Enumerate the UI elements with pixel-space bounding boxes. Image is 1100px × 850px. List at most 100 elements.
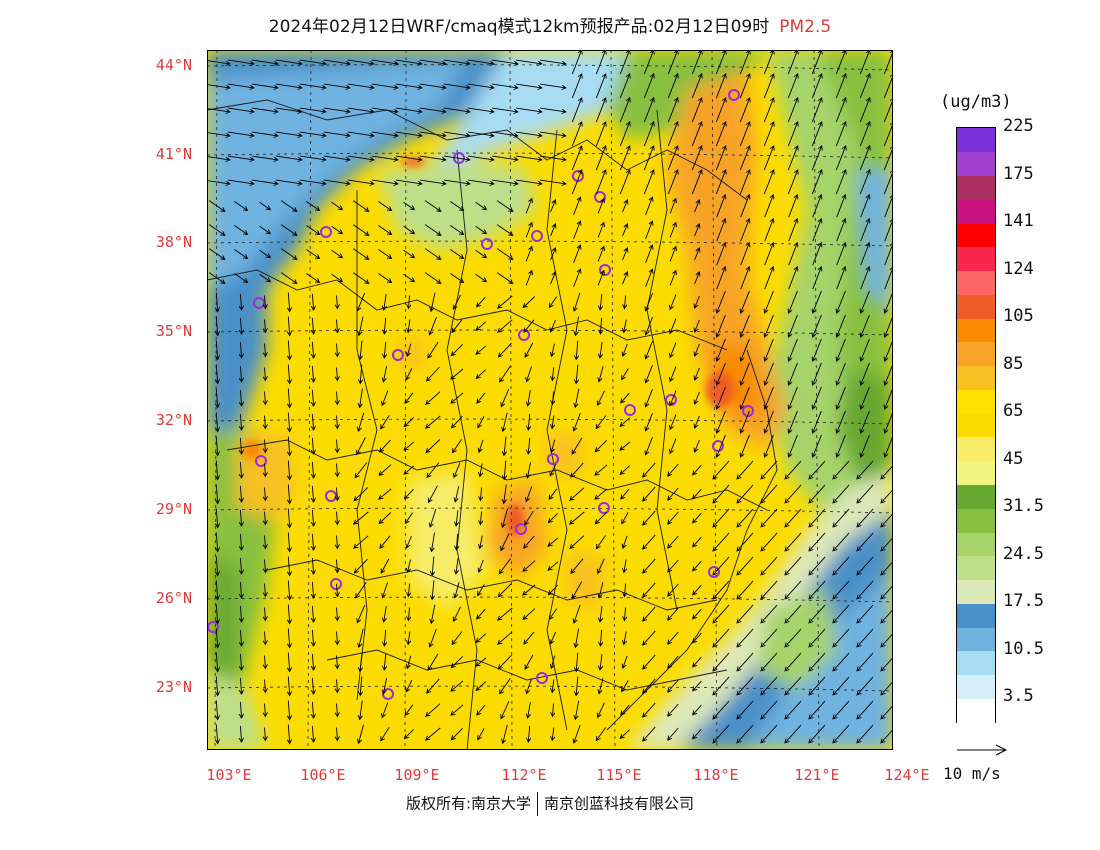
wind-arrow [693,319,700,333]
wind-arrow [620,488,630,500]
colorbar-cell [957,650,995,676]
wind-arrow [353,535,369,549]
lat-label-35: 35°N [155,322,192,340]
wind-arrow [381,341,388,359]
wind-arrow [497,342,512,358]
wind-arrow [835,386,846,410]
wind-arrow [475,296,486,308]
wind-arrow [276,83,303,90]
wind-arrow [619,50,631,75]
wind-arrow [428,628,437,648]
wind-arrow [621,368,629,381]
wind-arrow [496,224,514,236]
wind-arrow [214,436,221,457]
wind-arrow [812,217,823,242]
wind-arrow [859,386,870,410]
wind-arrow [524,510,534,526]
wind-arrow [357,652,363,673]
wind-arrow [420,83,447,90]
wind-arrow [571,145,583,171]
wind-arrow [787,73,799,99]
lon-label-121: 121°E [794,766,840,784]
wind-arrow [740,193,751,218]
colorbar-label: 225 [1003,116,1034,136]
wind-arrow [620,392,630,404]
wind-arrow [715,290,726,314]
wind-arrow [444,155,471,162]
wind-arrow [310,437,316,455]
wind-arrow [832,580,850,600]
wind-arrow [764,217,775,242]
wind-arrow [808,652,826,672]
wind-arrow [524,342,534,358]
wind-arrow [715,169,727,195]
wind-arrow [300,107,327,114]
wind-arrow [784,508,802,528]
wind-arrow [808,676,826,696]
wind-arrow [403,273,416,283]
wind-arrow [380,414,390,430]
wind-arrow [667,97,679,123]
wind-arrow [884,194,893,218]
wind-arrow [692,512,702,524]
wind-arrow [594,440,608,453]
wind-arrow [832,556,850,576]
wind-arrow [516,107,543,114]
wind-arrow [547,513,558,524]
wind-arrow [228,107,255,114]
wind-arrow [597,221,605,238]
wind-arrow [207,60,231,66]
wind-arrow [381,366,388,383]
wind-arrow [597,342,603,359]
wind-arrow [450,368,464,380]
lon-label-112: 112°E [501,766,547,784]
wind-arrow [764,193,775,218]
wind-arrow [420,131,447,138]
wind-arrow [310,653,316,671]
wind-arrow [856,628,874,648]
wind-arrow [404,704,414,716]
wind-arrow [760,580,778,600]
wind-arrow [428,508,437,528]
wind-arrow [334,631,340,646]
wind-arrow [477,559,484,573]
wind-arrow [856,724,874,744]
wind-arrow [262,439,268,454]
colorbar-cell [957,294,995,319]
wind-arrow [763,362,774,386]
wind-arrow [667,145,679,171]
wind-arrow [334,583,340,598]
wind-arrow [238,581,244,599]
wind-arrow [595,727,607,742]
wind-arrow [214,484,221,505]
wind-arrow [334,439,340,454]
wind-arrow [763,410,774,434]
wind-arrow [357,628,364,649]
wind-arrow [739,121,751,147]
wind-arrow [763,121,775,147]
wind-arrow [573,220,582,240]
wind-arrow [572,724,581,744]
wind-arrow [262,703,268,718]
wind-arrow [525,437,532,455]
wind-arrow [214,364,221,385]
wind-arrow [405,655,412,670]
wind-arrow [403,225,416,235]
wind-arrow [694,223,701,237]
wind-arrow [492,83,519,90]
colorbar-cell [957,341,995,367]
wind-arrow [547,584,558,596]
wind-arrow [405,559,411,574]
wind-arrow [238,317,244,335]
wind-arrow [715,145,727,171]
colorbar-cell [957,199,995,224]
colorbar [956,127,996,723]
wind-arrow [883,410,893,434]
wind-arrow [573,196,582,216]
wind-arrow [784,580,802,600]
wind-arrow [784,676,802,696]
wind-arrow [644,365,653,384]
wind-arrow [286,460,293,481]
wind-arrow [740,265,751,290]
wind-arrow [859,50,871,75]
